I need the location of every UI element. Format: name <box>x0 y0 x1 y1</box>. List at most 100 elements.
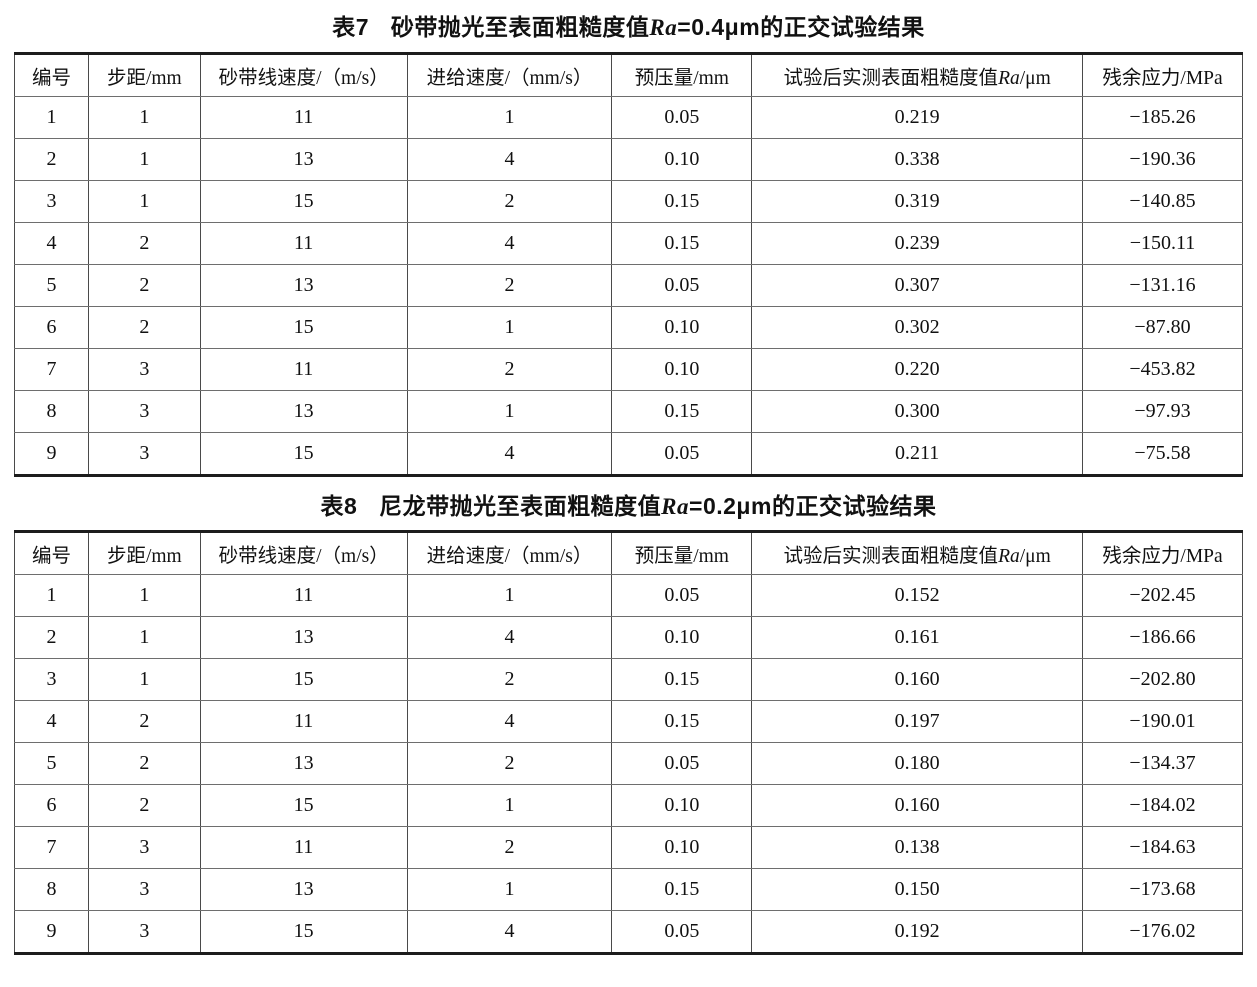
header-text: 预压量/mm <box>634 546 729 568</box>
data-cell: 0.10 <box>611 826 753 870</box>
header-cell: 预压量/mm <box>611 52 753 97</box>
data-cell: 0.15 <box>611 658 753 702</box>
data-cell: 1 <box>87 179 201 223</box>
data-cell: 15 <box>199 784 408 828</box>
header-row: 编号 步距/mm 砂带线速度/（m/s） 进给速度/（mm/s） 预压量/mm 试验后实测… <box>14 52 1243 97</box>
data-cell: 0.10 <box>611 347 753 391</box>
table-row: 1 1 11 1 0.05 0.219 −185.26 <box>14 95 1243 139</box>
data-cell: 0.05 <box>611 910 753 955</box>
table8-title-number: 表8 <box>320 492 358 519</box>
data-cell: 0.161 <box>751 616 1084 660</box>
table7-title-ra-symbol: Ra <box>649 15 678 40</box>
header-cell: 步距/mm <box>87 52 201 97</box>
header-text: 预压量/mm <box>634 67 729 89</box>
data-cell: 0.15 <box>611 700 753 744</box>
table-row: 4 2 11 4 0.15 0.239 −150.11 <box>14 221 1243 265</box>
data-cell: −190.01 <box>1082 700 1243 744</box>
data-cell: 0.338 <box>751 137 1084 181</box>
table8-title-text-pre: 尼龙带抛光至表面粗糙度值 <box>379 492 662 519</box>
data-cell: 3 <box>87 868 201 912</box>
header-cell: 步距/mm <box>87 531 201 576</box>
data-cell: −75.58 <box>1082 431 1243 476</box>
table8-title-text-post: =0.2μm的正交试验结果 <box>689 492 937 519</box>
data-cell: −134.37 <box>1082 742 1243 786</box>
data-cell: 3 <box>87 389 201 433</box>
data-cell: 11 <box>199 826 408 870</box>
data-cell: 4 <box>406 616 613 660</box>
data-cell: 2 <box>406 179 613 223</box>
data-cell: 0.15 <box>611 179 753 223</box>
data-cell: 0.15 <box>611 389 753 433</box>
data-cell: 0.05 <box>611 574 753 618</box>
header-text: 编号 <box>31 67 71 89</box>
header-text-unit: /μm <box>1019 67 1051 89</box>
data-cell: 0.10 <box>611 137 753 181</box>
data-cell: 0.05 <box>611 95 753 139</box>
data-cell: 13 <box>199 742 408 786</box>
data-cell: 0.239 <box>751 221 1084 265</box>
data-cell: 0.10 <box>611 616 753 660</box>
data-cell: 15 <box>199 179 408 223</box>
data-cell: 13 <box>199 868 408 912</box>
data-cell: 3 <box>14 179 89 223</box>
header-text: 砂带线速度/（m/s） <box>218 67 389 89</box>
header-text: 砂带线速度/（m/s） <box>218 546 389 568</box>
data-cell: 0.05 <box>611 431 753 476</box>
header-ra-symbol: Ra <box>998 67 1020 89</box>
header-text: 试验后实测表面粗糙度值 <box>783 546 999 568</box>
data-cell: 1 <box>406 95 613 139</box>
data-cell: −184.02 <box>1082 784 1243 828</box>
table-row: 1 1 11 1 0.05 0.152 −202.45 <box>14 574 1243 618</box>
data-cell: 11 <box>199 347 408 391</box>
data-cell: 0.197 <box>751 700 1084 744</box>
table-row: 2 1 13 4 0.10 0.338 −190.36 <box>14 137 1243 181</box>
table-row: 9 3 15 4 0.05 0.192 −176.02 <box>14 910 1243 955</box>
data-cell: 9 <box>14 910 89 955</box>
data-cell: −453.82 <box>1082 347 1243 391</box>
data-cell: 15 <box>199 305 408 349</box>
data-cell: 0.05 <box>611 263 753 307</box>
data-cell: 2 <box>406 826 613 870</box>
data-cell: 2 <box>87 784 201 828</box>
data-cell: 1 <box>406 784 613 828</box>
data-cell: 0.138 <box>751 826 1084 870</box>
data-cell: 0.15 <box>611 868 753 912</box>
header-text: 试验后实测表面粗糙度值 <box>783 67 999 89</box>
header-cell: 编号 <box>14 531 89 576</box>
data-cell: 1 <box>14 95 89 139</box>
table-row: 3 1 15 2 0.15 0.160 −202.80 <box>14 658 1243 702</box>
data-cell: 13 <box>199 616 408 660</box>
data-cell: 2 <box>14 616 89 660</box>
header-cell: 试验后实测表面粗糙度值Ra/μm <box>751 531 1084 576</box>
data-cell: 0.211 <box>751 431 1084 476</box>
header-text: 残余应力/MPa <box>1102 546 1223 568</box>
data-cell: −131.16 <box>1082 263 1243 307</box>
table-row: 2 1 13 4 0.10 0.161 −186.66 <box>14 616 1243 660</box>
header-cell: 砂带线速度/（m/s） <box>199 531 408 576</box>
header-cell: 编号 <box>14 52 89 97</box>
data-cell: 0.220 <box>751 347 1084 391</box>
table7-title-number: 表7 <box>332 14 370 40</box>
data-cell: −186.66 <box>1082 616 1243 660</box>
table-row: 5 2 13 2 0.05 0.307 −131.16 <box>14 263 1243 307</box>
header-cell: 试验后实测表面粗糙度值Ra/μm <box>751 52 1084 97</box>
data-cell: 7 <box>14 826 89 870</box>
header-cell: 残余应力/MPa <box>1082 52 1243 97</box>
data-cell: 2 <box>406 742 613 786</box>
data-cell: 3 <box>87 910 201 955</box>
data-cell: 1 <box>406 574 613 618</box>
data-cell: 13 <box>199 263 408 307</box>
data-cell: 2 <box>87 305 201 349</box>
data-cell: 3 <box>14 658 89 702</box>
data-cell: 0.10 <box>611 305 753 349</box>
table-row: 6 2 15 1 0.10 0.160 −184.02 <box>14 784 1243 828</box>
header-text: 进给速度/（mm/s） <box>426 67 593 89</box>
data-cell: 6 <box>14 305 89 349</box>
data-cell: 2 <box>406 658 613 702</box>
table-row: 8 3 13 1 0.15 0.150 −173.68 <box>14 868 1243 912</box>
header-cell: 进给速度/（mm/s） <box>406 531 613 576</box>
table-row: 7 3 11 2 0.10 0.220 −453.82 <box>14 347 1243 391</box>
data-cell: 0.10 <box>611 784 753 828</box>
data-cell: 0.319 <box>751 179 1084 223</box>
data-cell: 0.302 <box>751 305 1084 349</box>
